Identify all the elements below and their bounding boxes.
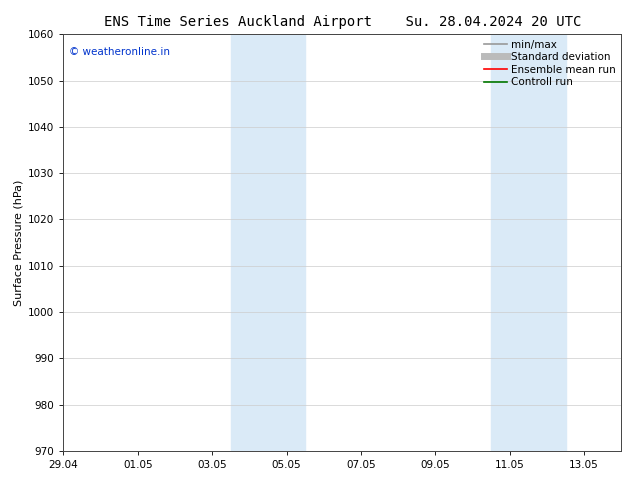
Y-axis label: Surface Pressure (hPa): Surface Pressure (hPa) (14, 179, 24, 306)
Bar (231, 34, 305, 451)
Legend: min/max, Standard deviation, Ensemble mean run, Controll run: min/max, Standard deviation, Ensemble me… (482, 37, 618, 89)
Title: ENS Time Series Auckland Airport    Su. 28.04.2024 20 UTC: ENS Time Series Auckland Airport Su. 28.… (104, 15, 581, 29)
Text: © weatheronline.in: © weatheronline.in (69, 47, 170, 57)
Bar (491, 34, 566, 451)
